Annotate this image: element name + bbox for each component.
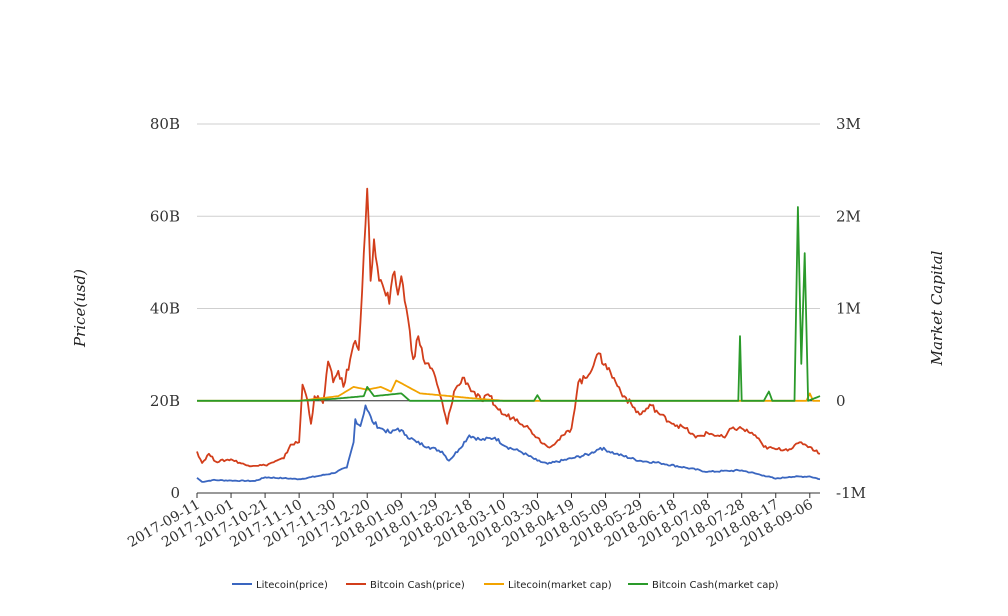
legend-label: Bitcoin Cash(price): [370, 580, 465, 591]
series-line-litecoin-market-cap: [197, 379, 820, 402]
right-y-axis: -1M 0 1M 2M 3M: [836, 115, 866, 502]
series-lines: [196, 187, 821, 483]
left-tick-label: 60B: [150, 207, 180, 225]
legend-label: Bitcoin Cash(market cap): [652, 580, 779, 591]
legend: Litecoin(price) Bitcoin Cash(price) Liteco…: [232, 580, 779, 591]
right-tick-label: 0: [836, 392, 846, 410]
x-axis: 2017-09-112017-10-012017-10-212017-11-10…: [125, 493, 816, 551]
right-tick-label: 2M: [836, 207, 861, 225]
left-tick-label: 80B: [150, 115, 180, 133]
grid-lines: [197, 123, 820, 494]
series-line-litecoin-price: [196, 404, 821, 483]
left-tick-label: 20B: [150, 392, 180, 410]
right-tick-label: -1M: [836, 484, 866, 502]
left-y-axis: 0 20B 40B 60B 80B: [150, 115, 180, 502]
left-tick-label: 40B: [150, 300, 180, 318]
left-tick-label: 0: [170, 484, 180, 502]
right-tick-label: 3M: [836, 115, 861, 133]
right-tick-label: 1M: [836, 300, 861, 318]
legend-label: Litecoin(price): [256, 580, 328, 591]
right-axis-title: Market Capital: [928, 250, 946, 366]
legend-label: Litecoin(market cap): [508, 580, 612, 591]
series-line-bitcoin-cash-market-cap: [197, 206, 821, 402]
left-axis-title: Price(usd): [71, 269, 89, 348]
series-line-bitcoin-cash-price: [196, 187, 821, 468]
